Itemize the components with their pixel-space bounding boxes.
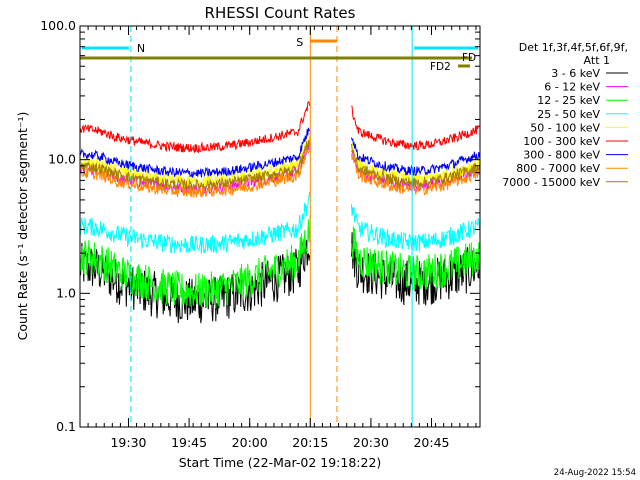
flag-label-fd2: FD2 bbox=[430, 61, 451, 73]
series-line-3-6keV-seg1 bbox=[79, 239, 311, 324]
series-line-100-300keV-seg2 bbox=[351, 105, 481, 151]
series-line-300-800keV-seg1 bbox=[79, 127, 311, 178]
series-line-100-300keV-seg1 bbox=[79, 101, 311, 154]
legend-label: 12 - 25 keV bbox=[537, 94, 600, 107]
legend-label: 300 - 800 keV bbox=[523, 149, 600, 162]
series-line-800-7000keV-seg1 bbox=[79, 143, 311, 198]
saa-marker-label: S bbox=[296, 36, 303, 49]
y-axis-label: Count Rate (s⁻¹ detector segment⁻¹) bbox=[15, 112, 30, 341]
series-line-7000-15000keV-seg2 bbox=[351, 144, 481, 188]
legend-label: 50 - 100 keV bbox=[530, 121, 600, 134]
series-line-12-25keV-seg1 bbox=[79, 214, 311, 309]
night-marker-label: N bbox=[137, 42, 145, 55]
x-tick-label: 20:45 bbox=[413, 435, 449, 450]
x-tick-label: 19:30 bbox=[110, 435, 146, 450]
plot-frame bbox=[79, 25, 481, 428]
legend-label: 7000 - 15000 keV bbox=[502, 176, 600, 189]
series-line-7000-15000keV-seg1 bbox=[79, 137, 311, 191]
legend: Det 1f,3f,4f,5f,6f,9f, Att 1 3 - 6 keV6 … bbox=[502, 41, 628, 189]
x-tick-label: 19:45 bbox=[171, 435, 207, 450]
y-tick-label: 10.0 bbox=[48, 152, 76, 167]
x-tick-label: 20:00 bbox=[232, 435, 268, 450]
legend-header-line-1: Det 1f,3f,4f,5f,6f,9f, bbox=[519, 41, 628, 54]
chart-title: RHESSI Count Rates bbox=[205, 4, 356, 22]
legend-label: 800 - 7000 keV bbox=[516, 162, 600, 175]
x-tick-label: 20:15 bbox=[292, 435, 328, 450]
y-axis: 100.0 10.0 1.0 0.1 bbox=[40, 18, 480, 434]
series-line-800-7000keV-seg2 bbox=[351, 153, 481, 196]
legend-label: 100 - 300 keV bbox=[523, 135, 600, 148]
series-line-12-25keV-seg2 bbox=[351, 226, 481, 291]
timestamp: 24-Aug-2022 15:54 bbox=[554, 468, 636, 478]
plot-area: N S FD FD2 bbox=[79, 26, 481, 427]
x-axis: 19:30 19:45 20:00 20:15 20:30 20:45 bbox=[87, 26, 477, 450]
legend-label: 25 - 50 keV bbox=[537, 108, 600, 121]
series-line-300-800keV-seg2 bbox=[351, 137, 481, 176]
y-tick-label: 100.0 bbox=[40, 18, 76, 33]
x-tick-label: 20:30 bbox=[353, 435, 389, 450]
flag-label-fd: FD bbox=[462, 52, 476, 64]
legend-label: 6 - 12 keV bbox=[544, 81, 600, 94]
legend-header-line-2: Att 1 bbox=[584, 54, 610, 67]
y-tick-label: 1.0 bbox=[56, 285, 76, 300]
legend-label: 3 - 6 keV bbox=[551, 67, 600, 80]
series-line-25-50keV-seg1 bbox=[79, 191, 311, 254]
x-axis-label: Start Time (22-Mar-02 19:18:22) bbox=[179, 455, 382, 470]
series-line-25-50keV-seg2 bbox=[351, 203, 481, 252]
y-tick-label: 0.1 bbox=[56, 419, 76, 434]
